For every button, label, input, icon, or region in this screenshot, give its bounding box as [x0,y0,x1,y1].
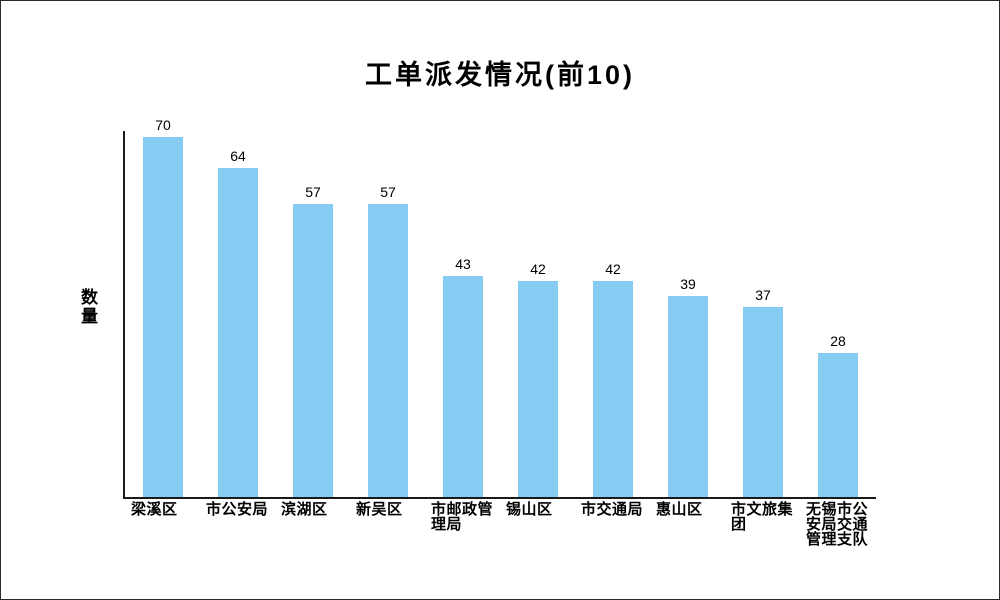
category-label: 惠山区 [656,501,703,518]
bar [593,281,633,497]
x-axis-line [123,497,876,499]
bar-value-label: 39 [680,276,696,292]
bar-value-label: 42 [530,261,546,277]
bar [668,296,708,497]
category-label: 市邮政管理局 [431,501,494,533]
bar [293,204,333,497]
bar [518,281,558,497]
category-label: 无锡市公安局交通管理支队 [806,501,869,548]
y-axis-label: 数量 [78,288,97,326]
y-axis-line [123,131,125,499]
bar-value-label: 28 [830,333,846,349]
bar-value-label: 42 [605,261,621,277]
bar [443,276,483,497]
bar-value-label: 64 [230,148,246,164]
category-label: 市公安局 [206,501,269,518]
category-label: 梁溪区 [131,501,178,518]
bar [218,168,258,497]
category-label: 新吴区 [356,501,403,518]
bar [818,353,858,497]
category-label: 市文旅集团 [731,501,794,533]
bar-value-label: 70 [155,117,171,133]
category-label: 锡山区 [506,501,553,518]
bar [143,137,183,497]
category-label: 滨湖区 [281,501,328,518]
bar-value-label: 57 [380,184,396,200]
chart-title: 工单派发情况(前10) [364,60,635,90]
bar [368,204,408,497]
bar [743,307,783,497]
category-label: 市交通局 [581,501,644,518]
bar-value-label: 57 [305,184,321,200]
bar-value-label: 37 [755,287,771,303]
bar-value-label: 43 [455,256,471,272]
